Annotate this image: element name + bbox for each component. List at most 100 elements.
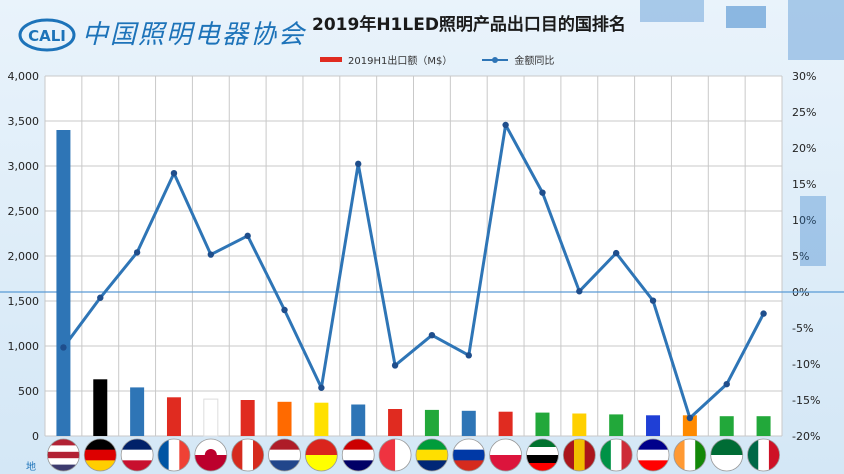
y-right-tick-label: -5% [792,322,813,335]
legend-label-yoy: 金额同比 [514,56,555,67]
bar: 澳大利亚 [646,415,661,436]
yoy-point [244,232,251,240]
bar: 马来西亚 [351,404,366,436]
flag-stripe [452,449,485,461]
flag-stripe [758,439,770,471]
flag-stripe [47,458,80,466]
flag-stripe [573,439,586,471]
y-right-tick-label: -10% [792,358,820,371]
flag-stripe [695,439,706,471]
y-left-tick-label: 2,500 [8,205,40,218]
flag-stripe [194,455,227,471]
flag-icon: 俄罗斯 [452,438,486,472]
flag-icon: 意大利 [599,438,633,472]
flag-border [489,438,523,472]
flag-stripe [121,439,154,451]
y-left-tick-label: 500 [18,385,39,398]
bar: 加拿大 [240,400,255,436]
flag-stripe [452,460,485,471]
flag-stripe [584,439,596,471]
legend-item-yoy: 金额同比 [482,52,554,67]
flag-stripe [47,439,80,446]
flag-stripe [305,455,338,471]
y-left-tick-label: 3,000 [8,160,40,173]
y-left-tick-label: 2,000 [8,250,40,263]
flag-stripe [526,447,559,456]
yoy-point [576,288,583,295]
flag-stripe [526,463,559,471]
yoy-point [391,362,399,369]
flag-border [83,438,117,472]
flag-stripe [268,460,301,471]
y-right-tick-label: 25% [792,106,816,119]
flag-icon: 美国 [47,438,80,472]
legend-label-export: 2019H1出口额（M$） [348,56,453,67]
bar: 新加坡 [388,409,403,436]
flag-icon: 阿联酋 [526,438,559,472]
bar: 越南 [314,402,329,436]
flag-border [194,438,228,472]
flag-border [231,438,265,472]
cali-logo-icon: CALI [18,18,76,52]
flag-stripe [600,439,612,471]
yoy-point [723,380,730,388]
flag-border [268,438,301,472]
flag-icon: 日本 [194,438,228,472]
yoy-point [170,170,178,177]
flag-icon: 沙特阿拉伯 [710,438,744,472]
flag-stripe [710,439,743,456]
bar: 意大利 [609,414,624,436]
flag-stripe [342,460,375,471]
flag-icon: 加拿大 [231,438,265,472]
bar: 美国 [56,130,71,436]
flag-border [526,438,559,472]
flag-stripe [637,439,670,451]
flag-stripe [489,455,522,471]
flag-stripe [121,460,154,471]
y-right-tick-label: 15% [792,178,816,191]
flag-stripe [395,439,412,471]
flag-border [120,438,154,472]
bar: 日本 [203,398,219,437]
flag-stripe [415,460,448,471]
yoy-point [60,344,67,351]
flag-stripe [194,439,227,456]
legend: 2019H1出口额（M$） 金额同比 [320,52,554,67]
flag-border [673,438,707,472]
yoy-point [318,384,325,391]
yoy-point [97,294,104,301]
legend-item-export: 2019H1出口额（M$） [320,52,452,67]
flag-icon: 英国 [120,438,154,472]
flag-icon: 印度 [673,438,707,472]
flag-disc [204,449,217,461]
flag-stripe [84,460,117,471]
flag-stripe [621,439,633,471]
logo-text: 中国照明电器协会 [82,20,307,50]
flag-border [304,438,338,472]
decor-block [800,196,826,266]
flag-border [157,438,191,472]
legend-bar-swatch [320,57,342,62]
y-left-tick-label: 1,500 [8,295,40,308]
flag-stripe [563,439,575,471]
flag-stripe [157,439,170,471]
yoy-point [539,189,546,196]
flag-stripe [610,439,623,471]
yoy-point [355,160,362,168]
flag-stripe [637,449,670,461]
bar: 巴西 [424,409,439,436]
decor-block [640,0,704,22]
flag-border [636,438,670,472]
corner-text: 地 [26,462,36,473]
flag-icon: 西班牙 [562,438,596,472]
flag-stripe [673,439,686,471]
y-right-tick-label: -15% [792,394,820,407]
bar: 法国 [166,397,181,436]
flag-stripe [268,449,301,461]
yoy-point [281,306,288,314]
flag-icon: 巴西 [415,438,449,472]
chart-title: 2019年H1LED照明产品出口目的国排名 [312,15,626,35]
flag-border [415,438,449,472]
flag-stripe [168,439,180,471]
bar: 德国 [93,379,108,436]
